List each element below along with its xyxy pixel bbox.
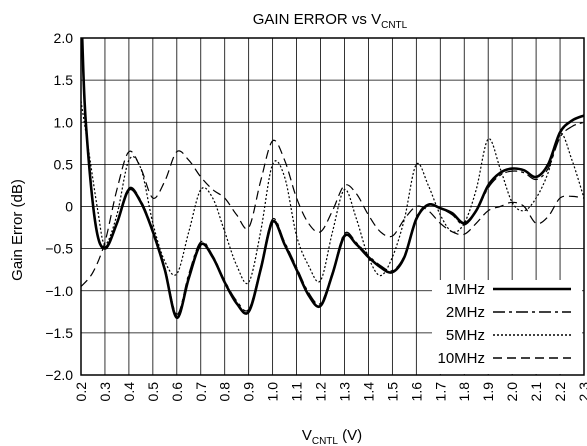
x-tick-label: 1.8 <box>456 382 472 402</box>
x-tick-label: 1.5 <box>384 382 400 402</box>
x-axis-label-main: V <box>302 427 312 444</box>
y-tick-label: −0.5 <box>45 241 73 257</box>
x-axis-label: VCNTL (V) <box>302 427 362 446</box>
x-tick-label: 0.5 <box>145 382 161 402</box>
y-tick-label: 0.5 <box>54 156 74 172</box>
x-tick-label: 1.0 <box>265 382 281 402</box>
legend-label-10mhz: 10MHz <box>437 350 485 367</box>
x-tick-label: 0.7 <box>193 382 209 402</box>
y-tick-label: 2.0 <box>54 30 74 46</box>
chart-title-subscript: CNTL <box>381 20 408 31</box>
legend-label-1mhz: 1MHz <box>446 281 485 298</box>
x-tick-label: 1.7 <box>432 382 448 402</box>
y-tick-label: −1.0 <box>45 283 73 299</box>
y-tick-label: 1.0 <box>54 114 74 130</box>
legend-label-2mhz: 2MHz <box>446 304 485 321</box>
legend-label-5mhz: 5MHz <box>446 327 485 344</box>
x-tick-label: 1.3 <box>336 382 352 402</box>
x-axis-label-subscript: CNTL <box>312 436 339 446</box>
y-tick-label: 1.5 <box>54 72 74 88</box>
x-tick-label: 1.2 <box>313 382 329 402</box>
y-axis-label: Gain Error (dB) <box>9 179 26 281</box>
x-tick-label: 1.4 <box>360 382 376 402</box>
y-tick-label: −1.5 <box>45 325 73 341</box>
x-tick-label: 1.6 <box>408 382 424 402</box>
series-line-5mhz <box>81 101 584 283</box>
x-tick-label: 0.2 <box>73 382 89 402</box>
x-axis-label-unit: (V) <box>338 427 362 444</box>
y-tick-label: 0 <box>65 199 73 215</box>
series-line-10mhz <box>81 140 584 286</box>
x-tick-label: 2.3 <box>576 382 587 402</box>
y-tick-labels: 2.0 1.5 1.0 0.5 0 −0.5 −1.0 −1.5 −2.0 <box>45 30 73 383</box>
x-tick-labels: 0.2 0.3 0.4 0.5 0.6 0.7 0.8 0.9 1.0 1.1 1.2 1.3 1.4 1… <box>73 382 587 402</box>
x-tick-label: 1.9 <box>480 382 496 402</box>
x-tick-label: 0.6 <box>169 382 185 402</box>
x-tick-label: 2.0 <box>504 382 520 402</box>
x-tick-label: 2.1 <box>528 382 544 402</box>
x-tick-label: 0.9 <box>241 382 257 402</box>
chart-title: GAIN ERROR vs VCNTL <box>253 11 408 31</box>
legend: 1MHz 2MHz 5MHz 10MHz <box>432 280 582 374</box>
x-tick-label: 0.4 <box>121 382 137 402</box>
x-tick-label: 1.1 <box>289 382 305 402</box>
x-tick-label: 0.8 <box>217 382 233 402</box>
chart-title-main: GAIN ERROR vs V <box>253 11 381 28</box>
x-tick-label: 2.2 <box>552 382 568 402</box>
x-tick-label: 0.3 <box>97 382 113 402</box>
y-tick-label: −2.0 <box>45 367 73 383</box>
